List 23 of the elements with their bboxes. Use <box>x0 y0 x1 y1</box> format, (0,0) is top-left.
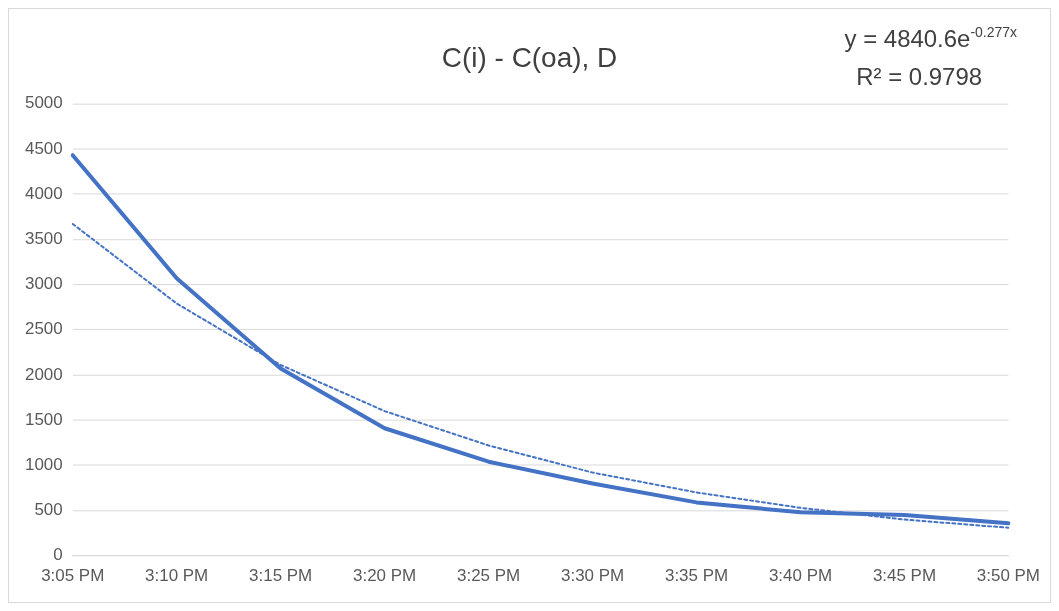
x-tick-label: 3:50 PM <box>976 565 1040 585</box>
text: R² = 0.9798 <box>856 62 983 90</box>
x-tick-label: 3:20 PM <box>353 565 417 585</box>
y-tick-label: 5000 <box>25 93 63 113</box>
y-tick-label: 4000 <box>25 183 63 203</box>
x-tick-label: 3:05 PM <box>41 565 105 585</box>
x-tick-label: 3:15 PM <box>249 565 313 585</box>
y-tick-label: 1500 <box>25 409 63 429</box>
y-tick-label: 0 <box>53 545 63 565</box>
y-tick-label: 3500 <box>25 228 63 248</box>
y-tick-label: 3000 <box>25 274 63 294</box>
x-tick-label: 3:25 PM <box>457 565 521 585</box>
y-tick-label: 2000 <box>25 364 63 384</box>
y-tick-label: 2500 <box>25 319 63 339</box>
x-tick-label: 3:10 PM <box>145 565 209 585</box>
y-tick-label: 4500 <box>25 138 63 158</box>
y-tick-label: 1000 <box>25 455 63 475</box>
chart-title: C(i) - C(oa), D <box>441 41 618 73</box>
x-tick-label: 3:40 PM <box>768 565 833 585</box>
x-tick-label: 3:35 PM <box>664 565 729 585</box>
y-tick-label: 500 <box>34 500 63 520</box>
x-tick-label: 3:45 PM <box>872 565 937 585</box>
x-tick-label: 3:30 PM <box>560 565 625 585</box>
